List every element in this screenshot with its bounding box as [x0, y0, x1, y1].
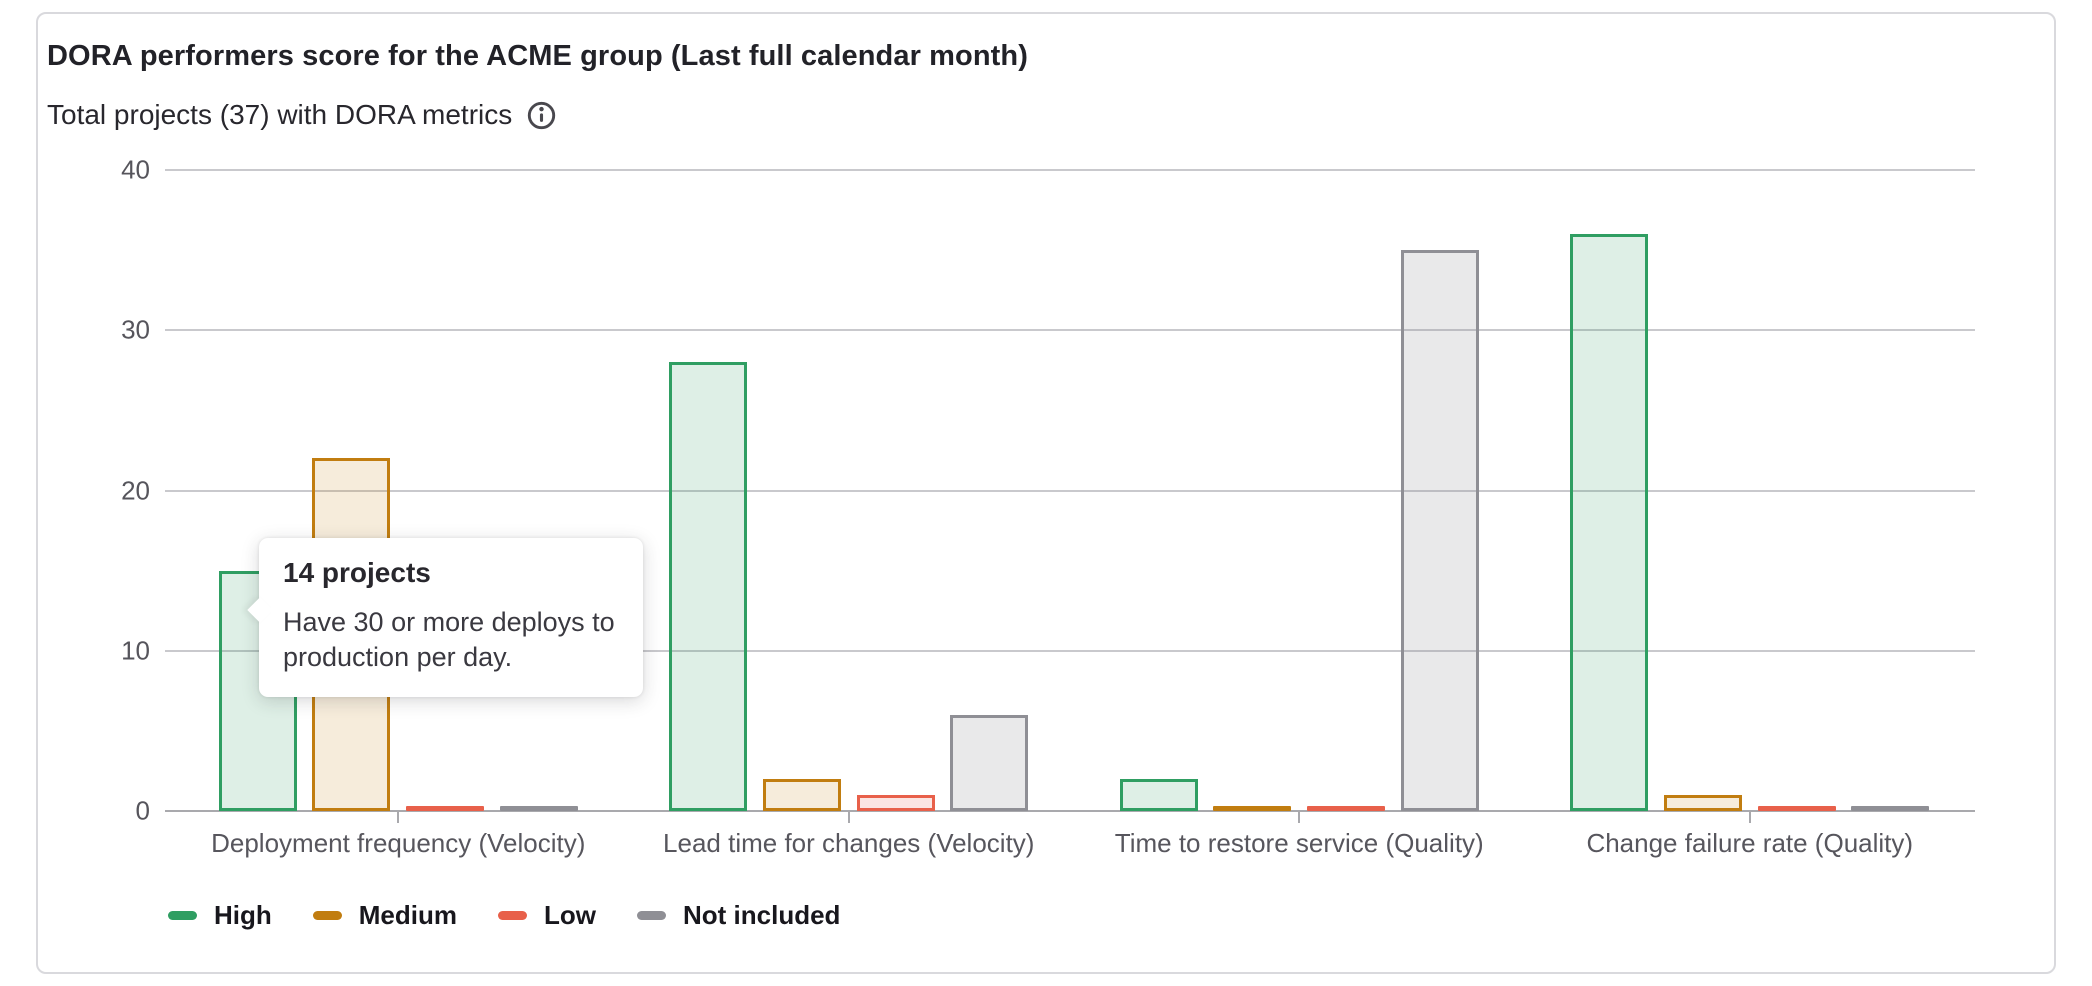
y-axis-label-30: 30 [121, 314, 150, 345]
legend-label-medium: Medium [358, 899, 457, 930]
tooltip-title: 14 projects [283, 557, 431, 588]
x-axis-tick-lead-time-for-changes-velocity [847, 811, 850, 823]
legend-item-not-included[interactable]: Not included [637, 900, 840, 931]
bar-not-included-time-to-restore-service-quality[interactable] [1400, 250, 1479, 811]
legend-item-medium[interactable]: Medium [312, 899, 457, 931]
y-axis-label-10: 10 [121, 635, 150, 666]
bar-not-included-change-failure-rate-quality[interactable] [1851, 806, 1930, 811]
bar-high-lead-time-for-changes-velocity[interactable] [669, 362, 748, 811]
legend-item-high[interactable]: High [168, 900, 272, 931]
legend-swatch-low [498, 910, 527, 920]
chart-title: DORA performers score for the ACME group… [47, 40, 1028, 72]
legend-swatch-medium [312, 910, 342, 920]
legend-label-high: High [214, 899, 272, 930]
bar-low-lead-time-for-changes-velocity[interactable] [856, 794, 935, 811]
chart-legend: High Medium Low Not included [168, 896, 840, 934]
bar-tooltip: 14 projects Have 30 or more deploys to p… [247, 538, 643, 697]
bar-low-deployment-frequency-velocity[interactable] [406, 806, 485, 811]
gridline-30 [165, 329, 1975, 332]
y-axis-label-20: 20 [121, 475, 150, 505]
bar-medium-change-failure-rate-quality[interactable] [1663, 794, 1742, 811]
bar-low-change-failure-rate-quality[interactable] [1757, 806, 1836, 811]
x-axis-label-change-failure-rate-quality: Change failure rate (Quality) [1586, 828, 1914, 858]
legend-swatch-not-included [637, 910, 666, 920]
bar-medium-lead-time-for-changes-velocity[interactable] [762, 778, 841, 811]
y-axis-label-40: 40 [121, 154, 150, 185]
bar-not-included-lead-time-for-changes-velocity[interactable] [950, 714, 1029, 811]
chart-card [36, 12, 2056, 974]
bar-high-time-to-restore-service-quality[interactable] [1119, 778, 1198, 811]
gridline-10 [165, 649, 1975, 652]
bar-not-included-deployment-frequency-velocity[interactable] [499, 806, 578, 811]
chart-subtitle: Total projects (37) with DORA metrics [47, 99, 557, 131]
bar-high-change-failure-rate-quality[interactable] [1570, 234, 1649, 811]
chart-subtitle-text: Total projects (37) with DORA metrics [47, 99, 513, 130]
y-axis-label-0: 0 [135, 795, 150, 826]
bar-medium-time-to-restore-service-quality[interactable] [1213, 806, 1292, 811]
legend-label-not-included: Not included [683, 899, 841, 930]
information-circle-icon[interactable] [526, 100, 557, 131]
x-axis-tick-time-to-restore-service-quality [1298, 811, 1301, 823]
legend-item-low[interactable]: Low [498, 900, 596, 931]
gridline-20 [165, 489, 1975, 492]
legend-label-low: Low [544, 899, 596, 930]
x-axis-label-lead-time-for-changes-velocity: Lead time for changes (Velocity) [663, 828, 1035, 858]
x-axis-label-time-to-restore-service-quality: Time to restore service (Quality) [1114, 828, 1484, 858]
x-axis-line [165, 810, 1975, 812]
x-axis-label-deployment-frequency-velocity: Deployment frequency (Velocity) [211, 828, 586, 858]
x-axis-tick-change-failure-rate-quality [1748, 811, 1751, 823]
x-axis-tick-deployment-frequency-velocity [397, 811, 400, 823]
gridline-40 [165, 169, 1975, 171]
legend-swatch-high [168, 910, 197, 920]
tooltip-description: Have 30 or more deploys to production pe… [283, 607, 615, 672]
bar-low-time-to-restore-service-quality[interactable] [1307, 806, 1386, 811]
